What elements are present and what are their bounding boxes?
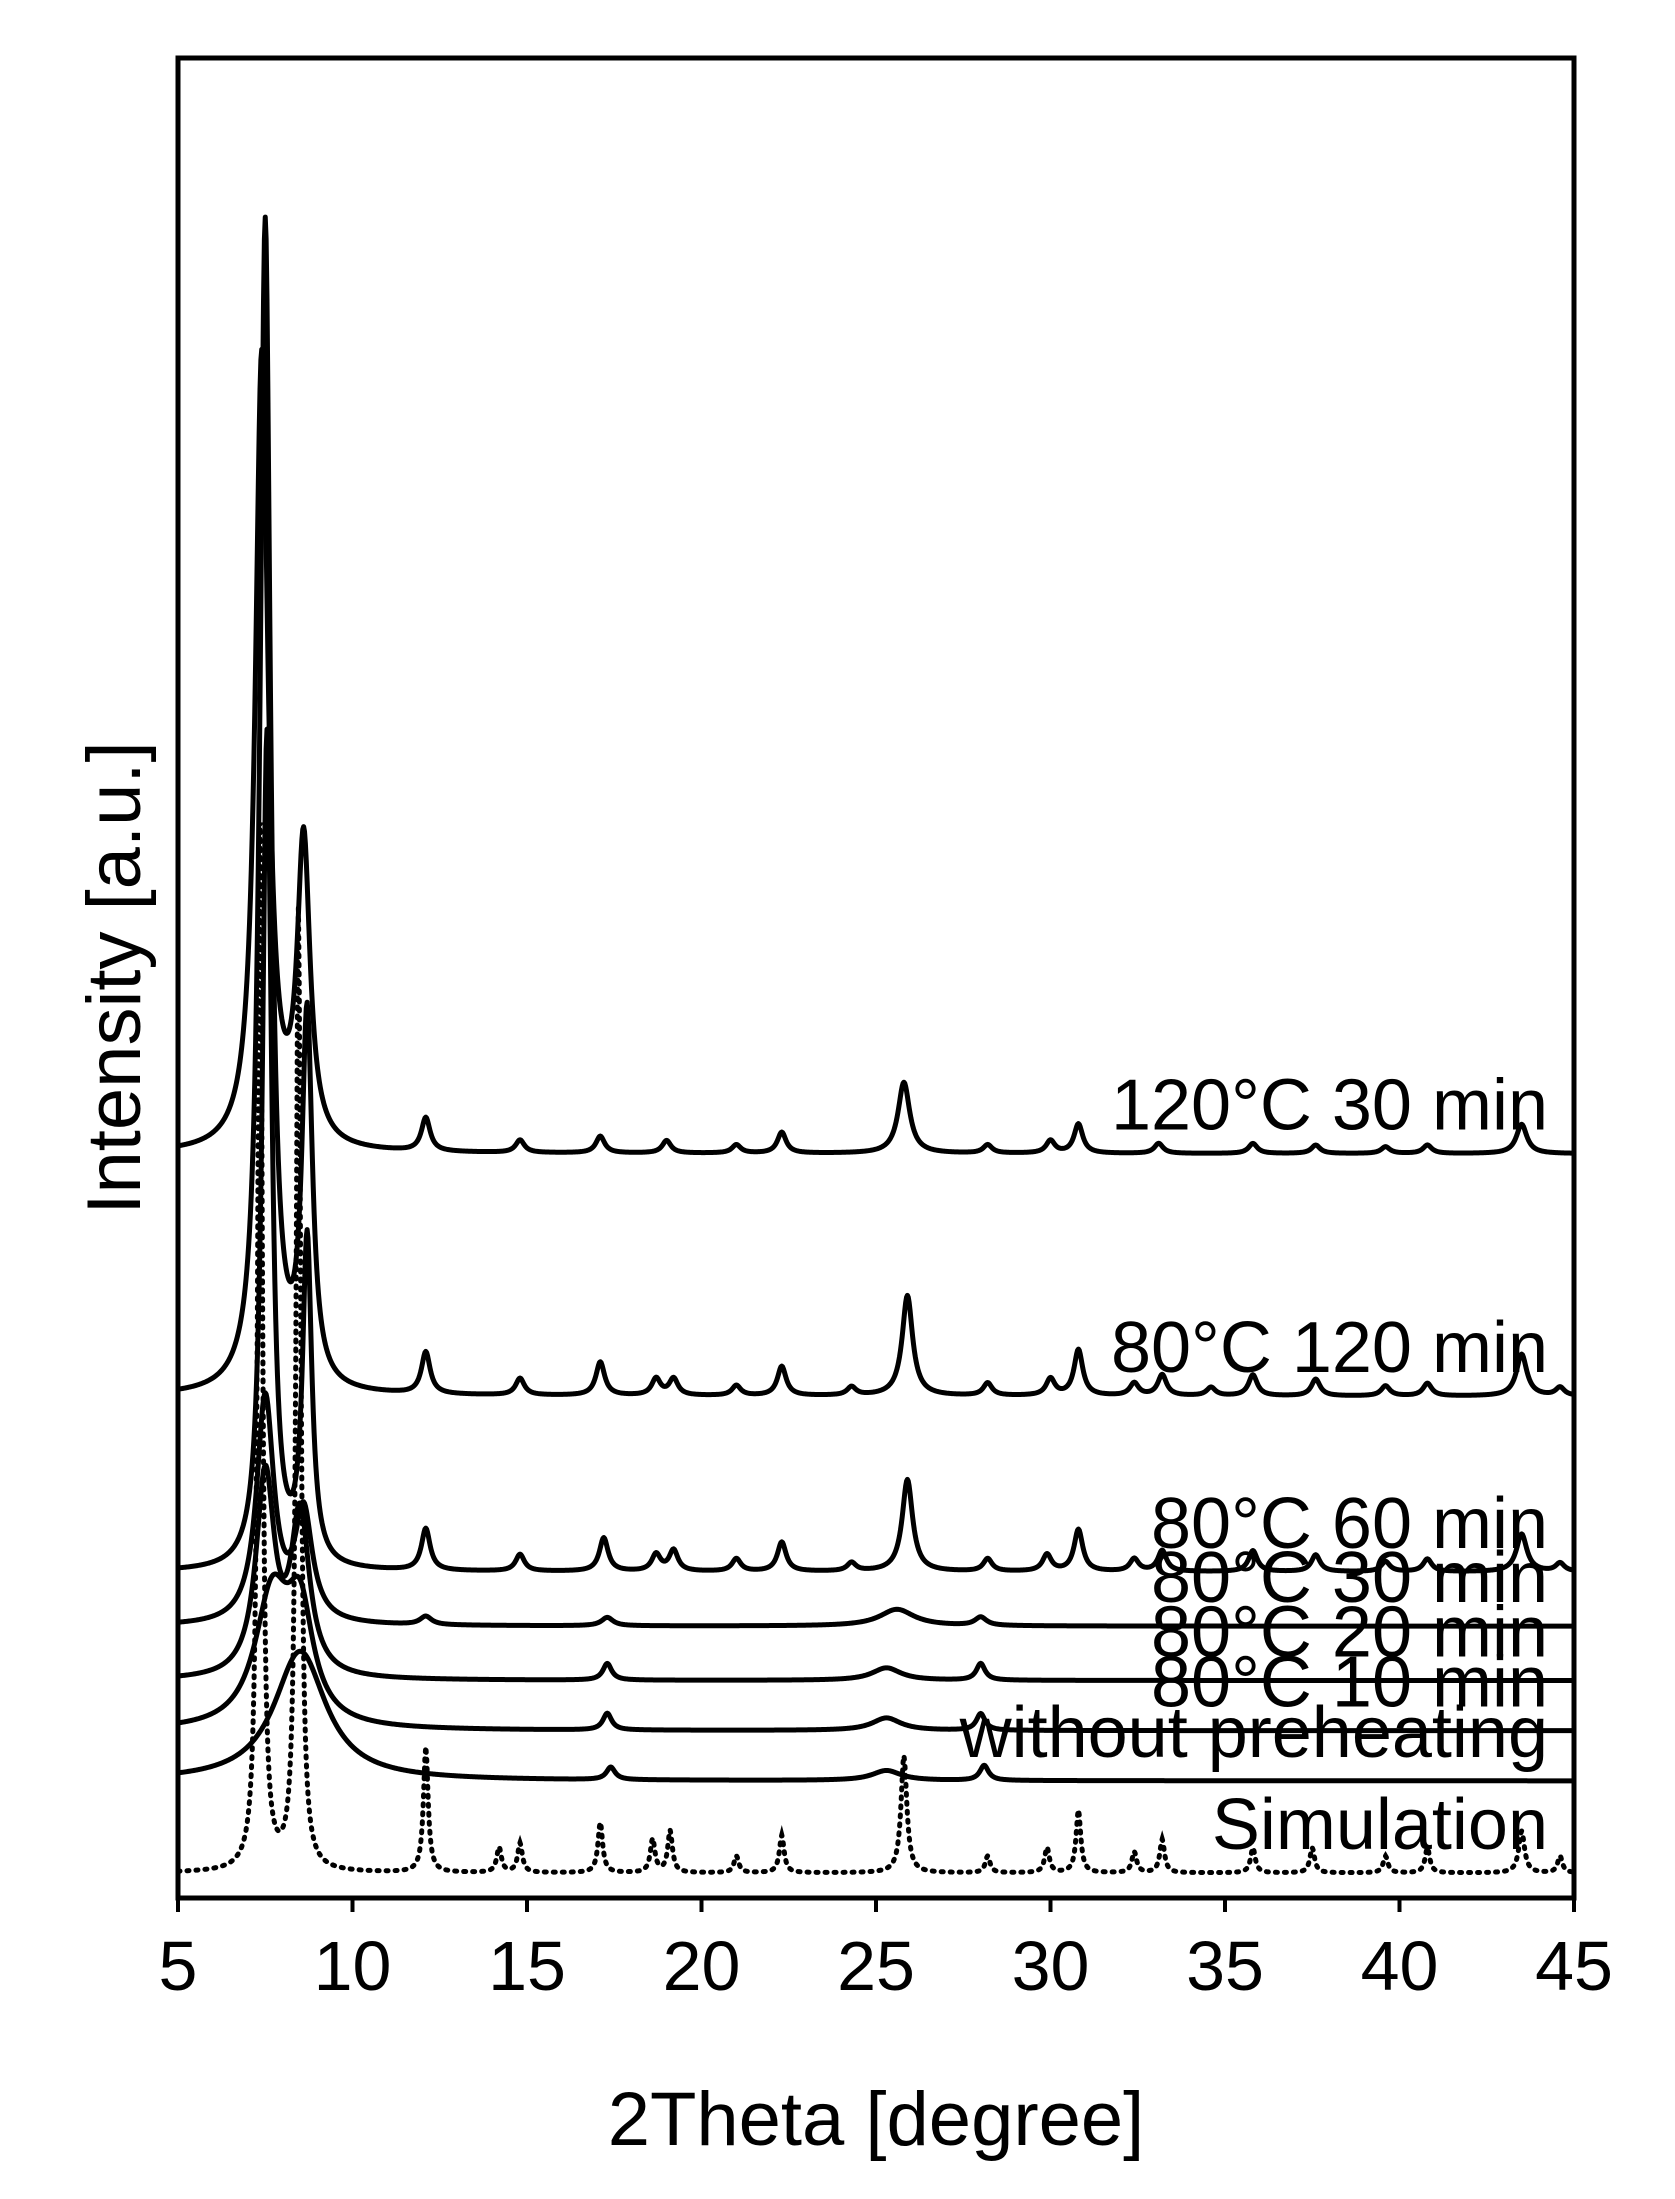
series-label-3: 80°C 30 min bbox=[1151, 1538, 1548, 1618]
series-line-5 bbox=[175, 1571, 1577, 1734]
x-tick-label: 45 bbox=[1535, 1927, 1613, 2005]
x-tick-label: 20 bbox=[663, 1927, 741, 2005]
series-line-4 bbox=[175, 1462, 1577, 1684]
x-tick-label: 25 bbox=[837, 1927, 915, 2005]
x-axis-title: 2Theta [degree] bbox=[608, 2077, 1145, 2162]
series-label-6: without preheating bbox=[959, 1693, 1548, 1773]
x-tick-label: 40 bbox=[1361, 1927, 1439, 2005]
x-tick-label: 30 bbox=[1012, 1927, 1090, 2005]
series-line-2 bbox=[175, 726, 1577, 1574]
x-tick-label: 35 bbox=[1186, 1927, 1264, 2005]
series-line-1 bbox=[175, 214, 1577, 1398]
traces-layer bbox=[175, 214, 1577, 1876]
series-label-4: 80°C 20 min bbox=[1151, 1593, 1548, 1673]
series-label-7: Simulation bbox=[1212, 1785, 1548, 1865]
series-line-3 bbox=[175, 1390, 1577, 1629]
series-label-0: 120°C 30 min bbox=[1111, 1066, 1548, 1146]
x-tick-label: 15 bbox=[488, 1927, 566, 2005]
series-line-0 bbox=[175, 346, 1577, 1156]
x-tick-label: 5 bbox=[159, 1927, 198, 2005]
x-axis-ticks: 5 10 15 20 25 30 35 40 45 bbox=[159, 1898, 1613, 2005]
series-line-7 bbox=[175, 822, 1577, 1876]
series-label-2: 80°C 60 min bbox=[1151, 1484, 1548, 1564]
series-line-6 bbox=[175, 1648, 1577, 1784]
y-axis-title: Intensity [a.u.] bbox=[72, 741, 157, 1214]
series-label-5: 80°C 10 min bbox=[1151, 1643, 1548, 1723]
x-tick-label: 10 bbox=[314, 1927, 392, 2005]
series-label-1: 80°C 120 min bbox=[1111, 1308, 1548, 1388]
